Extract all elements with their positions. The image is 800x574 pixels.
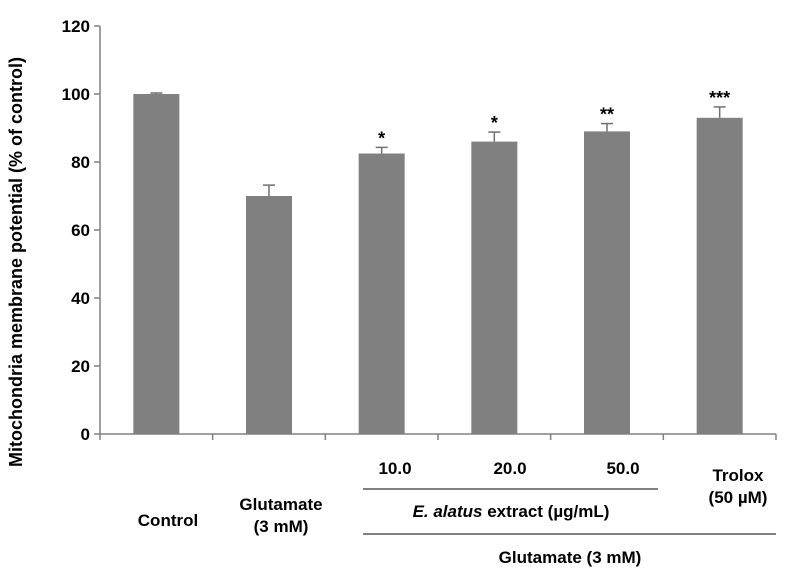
x-category-label-line: 50.0 <box>606 459 639 478</box>
x-category-label-line: 10.0 <box>378 459 411 478</box>
y-tick-label: 80 <box>71 153 90 172</box>
x-category-label: Glutamate (3 mM) <box>239 495 322 536</box>
extract-species-label: E. alatus <box>413 502 483 521</box>
x-category-label-line: 20.0 <box>493 459 526 478</box>
x-category-label: 20.0 <box>493 459 526 478</box>
bar <box>584 131 630 434</box>
bar <box>471 141 518 434</box>
group-labels: E. alatus extract (µg/mL) Glutamate (3 m… <box>363 488 776 567</box>
y-axis-label: Mitochondria membrane potential (% of co… <box>6 57 26 467</box>
x-category-label-line: (50 µM) <box>709 488 768 507</box>
x-category-label: 10.0 <box>378 459 411 478</box>
x-category-label-line: Glutamate <box>239 495 322 514</box>
category-labels: Control Glutamate (3 mM) 10.0 20.0 50.0 Trolox… <box>138 459 768 536</box>
x-category-label: 50.0 <box>606 459 639 478</box>
extract-group-label: E. alatus extract (µg/mL) <box>413 502 610 521</box>
y-tick-label: 20 <box>71 357 90 376</box>
extract-unit-label: extract (µg/mL) <box>482 502 609 521</box>
y-tick-label: 100 <box>62 85 90 104</box>
significance-label: * <box>378 128 385 148</box>
axes: 0 20 40 60 80 100 120 <box>62 17 777 444</box>
y-tick-label: 120 <box>62 17 90 36</box>
bar <box>246 196 292 434</box>
y-tick-label: 60 <box>71 221 90 240</box>
y-tick-label: 0 <box>81 425 90 444</box>
x-category-label-line: Trolox <box>712 466 764 485</box>
significance-label: * <box>491 113 498 133</box>
bar <box>133 94 180 434</box>
bars: ** ***** <box>133 88 743 435</box>
significance-label: ** <box>600 105 614 125</box>
glutamate-group-label: Glutamate (3 mM) <box>499 548 642 567</box>
y-tick-label: 40 <box>71 289 90 308</box>
x-category-label-line: (3 mM) <box>254 517 309 536</box>
significance-label: *** <box>709 88 730 108</box>
bar <box>358 153 405 434</box>
x-category-label-line: Control <box>138 511 198 530</box>
bar <box>696 117 743 435</box>
x-category-label: Control <box>138 511 198 530</box>
x-category-label: Trolox (50 µM) <box>709 466 768 507</box>
